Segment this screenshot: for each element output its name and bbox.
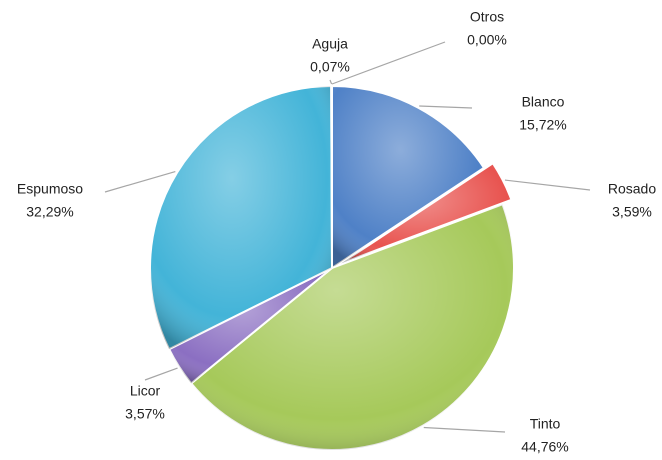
slice-shine [191, 204, 515, 451]
slice-label: Tinto [530, 416, 561, 432]
slice-shine [169, 268, 332, 384]
slice-shine [340, 163, 512, 264]
slice-value-label: 15,72% [519, 117, 566, 133]
slice-value-label: 0,00% [467, 32, 507, 48]
slice-shine [332, 86, 484, 268]
slice-value-label: 3,59% [612, 204, 652, 220]
slice-label: Rosado [608, 181, 656, 197]
slice-shine [149, 86, 332, 350]
leader-line [423, 426, 506, 433]
slice-value-label: 44,76% [521, 439, 568, 455]
leader-line [419, 105, 473, 109]
slice-value-label: 0,07% [310, 59, 350, 75]
slice-label: Aguja [312, 36, 348, 52]
leader-line [104, 170, 176, 193]
slice-label: Blanco [522, 94, 565, 110]
slice-label: Licor [130, 383, 161, 399]
slice-label: Espumoso [17, 181, 83, 197]
leader-line [329, 79, 333, 85]
slice-label: Otros [470, 9, 504, 25]
leader-line [504, 179, 591, 191]
leader-line [331, 41, 446, 85]
leader-line [144, 367, 178, 381]
slice-value-label: 3,57% [125, 406, 165, 422]
slice-value-label: 32,29% [26, 204, 73, 220]
